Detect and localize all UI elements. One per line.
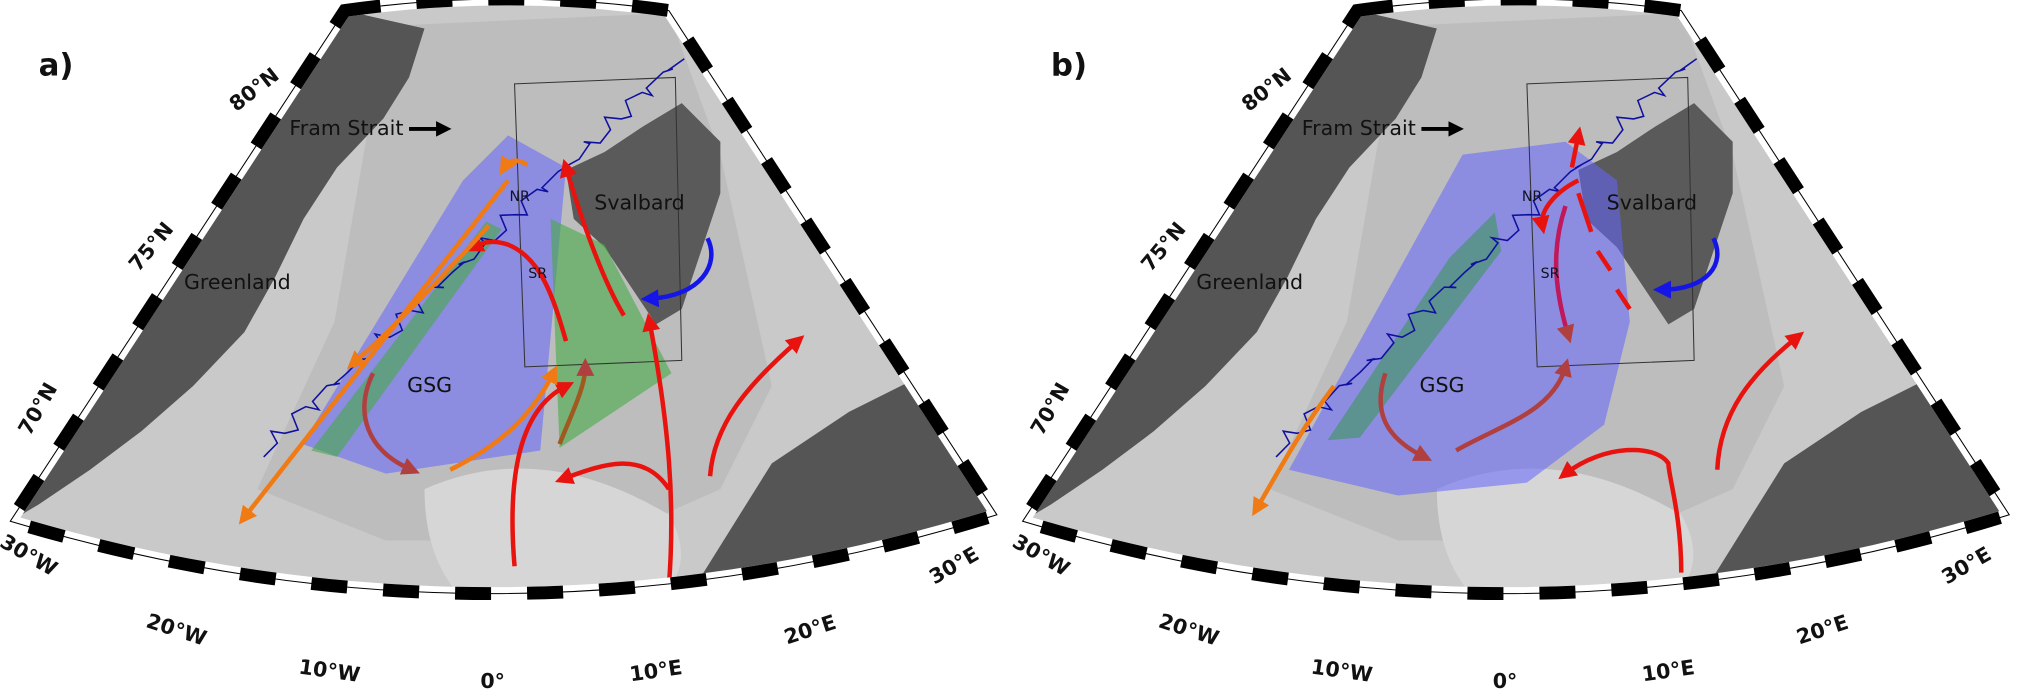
frame-outline	[1021, 0, 2011, 595]
place-name: Greenland	[184, 270, 291, 294]
ice-edge	[1275, 58, 1698, 458]
current-arrow	[642, 312, 674, 586]
current-arrow	[554, 461, 671, 491]
place-name: Greenland	[1196, 270, 1303, 294]
longitude-label: 0°	[480, 669, 505, 693]
longitude-label: 30°E	[1937, 542, 1995, 589]
map-panel: a) 80°N75°N70°N30°W20°W10°W 0° 10°E20°E30°E…	[0, 0, 1007, 693]
svalbard	[565, 103, 721, 325]
panel-label: b)	[1051, 48, 1087, 84]
place-name: Svalbard	[594, 190, 684, 214]
region-label: SR	[1541, 266, 1560, 282]
frame-outline	[9, 0, 998, 595]
deep-basin	[424, 468, 681, 594]
region-label: NR	[1522, 189, 1543, 205]
current-arrow	[1652, 237, 1720, 299]
region-label: GSG	[1420, 373, 1465, 397]
region-label: NR	[509, 189, 530, 205]
svalbard	[1578, 103, 1733, 325]
current-arrow	[1572, 135, 1632, 311]
current-arrow	[1252, 384, 1336, 517]
longitude-label: 10°W	[1310, 655, 1375, 687]
current-arrow	[707, 335, 805, 477]
longitude-label: 20°W	[1156, 609, 1222, 651]
region-label: SR	[528, 266, 547, 282]
current-arrow	[1378, 372, 1433, 461]
current-arrow	[1531, 178, 1580, 235]
current-arrow	[1455, 358, 1572, 453]
current-arrow	[557, 357, 595, 445]
longitude-label: 10°W	[297, 655, 362, 687]
latitude-label: 70°N	[13, 378, 62, 439]
longitude-label: 20°E	[1794, 610, 1852, 649]
analysis-box	[514, 76, 683, 368]
ice-edge	[263, 58, 685, 458]
longitude-label: 0°	[1493, 669, 1518, 693]
current-arrow	[238, 178, 510, 525]
analysis-box	[1526, 76, 1695, 368]
longitude-label: 10°E	[628, 655, 684, 686]
longitude-label: 20°E	[781, 610, 839, 649]
current-arrow	[499, 155, 529, 176]
panel-label: a)	[39, 48, 74, 84]
current-arrow	[559, 158, 626, 317]
longitude-label: 10°E	[1640, 655, 1696, 686]
place-name: Fram Strait	[1302, 116, 1416, 140]
current-arrow	[465, 235, 569, 342]
longitude-label: 20°W	[144, 609, 210, 651]
greenland	[10, 10, 425, 522]
current-arrow	[1715, 331, 1805, 470]
place-name: Fram Strait	[289, 116, 403, 140]
latitude-label: 70°N	[1026, 378, 1075, 439]
current-arrow	[362, 372, 420, 475]
map-panel: b) 80°N75°N70°N30°W20°W10°W 0° 10°E20°E30°E…	[1008, 0, 2017, 693]
current-arrow	[640, 237, 714, 308]
current-arrow	[1553, 205, 1575, 344]
longitude-label: 30°E	[925, 542, 983, 589]
greenland	[1022, 10, 1437, 522]
current-arrow	[449, 365, 558, 472]
current-arrow	[346, 223, 491, 369]
region-label: GSG	[407, 373, 452, 397]
place-name: Svalbard	[1607, 190, 1697, 214]
current-arrow	[1558, 447, 1684, 573]
current-arrow	[510, 382, 575, 567]
deep-basin	[1436, 468, 1694, 594]
shelf-region	[1327, 212, 1502, 441]
shelf-region	[311, 221, 502, 457]
